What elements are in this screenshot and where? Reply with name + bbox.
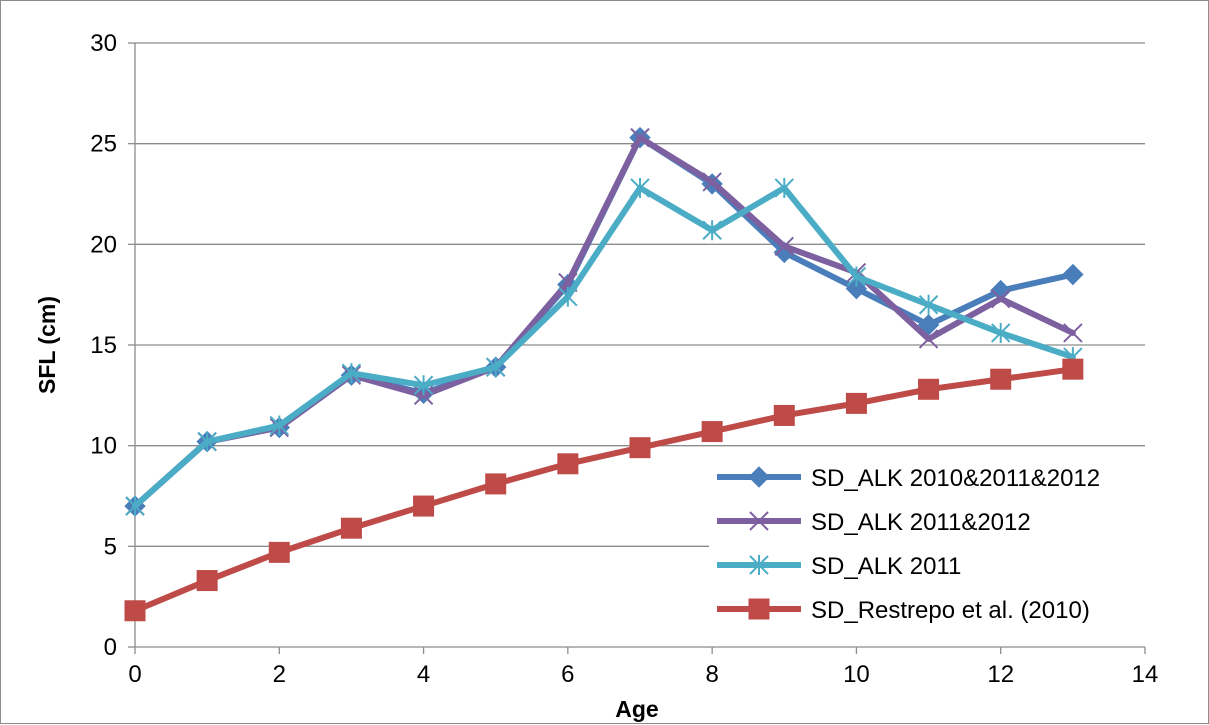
data-point: [629, 437, 651, 459]
x-tick-label: 12: [987, 661, 1014, 688]
legend-entry: SD_ALK 2010&2011&2012: [717, 465, 1100, 492]
legend-entry: SD_ALK 2011: [717, 553, 961, 580]
x-tick-label: 4: [417, 661, 430, 688]
data-point: [702, 220, 722, 241]
data-point: [340, 517, 362, 539]
data-point: [749, 555, 769, 575]
x-tick-label: 14: [1132, 661, 1159, 688]
data-point: [846, 266, 867, 287]
data-point: [918, 329, 939, 349]
data-point: [486, 357, 506, 378]
data-point: [748, 466, 770, 488]
series-3: [125, 177, 1083, 517]
data-point: [917, 314, 940, 336]
y-tick-label: 30: [90, 30, 117, 57]
y-tick-label: 15: [90, 332, 117, 359]
data-point: [749, 511, 769, 531]
y-tick-label: 5: [104, 533, 117, 560]
series-4: [124, 358, 1084, 622]
data-point: [701, 421, 723, 443]
legend-label: SD_ALK 2010&2011&2012: [811, 465, 1100, 492]
data-point: [748, 598, 770, 620]
data-point: [1063, 323, 1083, 343]
y-axis-title: SFL (cm): [34, 296, 60, 394]
data-point: [1062, 358, 1084, 380]
legend-label: SD_ALK 2011: [811, 553, 961, 580]
data-point: [630, 127, 650, 148]
data-point: [991, 322, 1011, 343]
legend-label: SD_Restrepo et al. (2010): [811, 597, 1090, 624]
data-point: [1062, 263, 1084, 286]
marker-stroke: [413, 385, 434, 406]
marker-stroke: [918, 329, 939, 349]
data-point: [197, 431, 217, 452]
legend-entry: SD_Restrepo et al. (2010): [717, 597, 1090, 624]
data-point: [773, 404, 795, 426]
data-point: [558, 286, 578, 307]
x-tick-label: 8: [705, 661, 718, 688]
y-tick-label: 20: [90, 231, 117, 258]
marker-stroke: [558, 272, 578, 293]
data-point: [702, 172, 722, 192]
data-point: [124, 600, 146, 622]
y-tick-label: 0: [104, 634, 117, 661]
series-group: [124, 126, 1084, 622]
series-line: [132, 184, 1076, 510]
x-tick-label: 0: [128, 661, 141, 688]
x-axis-title: Age: [615, 696, 658, 722]
marker-stroke: [702, 172, 722, 192]
data-point: [845, 392, 867, 414]
data-point: [991, 288, 1011, 309]
data-point: [268, 541, 290, 563]
data-point: [990, 368, 1012, 390]
data-point: [341, 363, 362, 384]
data-point: [413, 495, 435, 517]
data-point: [918, 378, 940, 400]
data-point: [630, 177, 650, 198]
x-tick-label: 6: [561, 661, 574, 688]
data-point: [774, 236, 794, 257]
data-point: [774, 177, 794, 198]
data-point: [485, 473, 507, 495]
marker-stroke: [630, 127, 650, 148]
data-point: [845, 277, 868, 300]
marker-stroke: [774, 236, 794, 257]
axes: 0 5 10 15 20 25 30 0 2 4 6 8 10 12 14: [90, 30, 1158, 688]
data-point: [413, 385, 434, 406]
series-line: [132, 366, 1076, 614]
y-tick-label: 25: [90, 131, 117, 158]
data-point: [196, 570, 218, 592]
x-tick-label: 10: [843, 661, 870, 688]
legend-entry: SD_ALK 2011&2012: [717, 509, 1031, 536]
data-point: [918, 294, 939, 315]
legend-label: SD_ALK 2011&2012: [811, 509, 1031, 536]
x-tick-label: 2: [273, 661, 286, 688]
marker-stroke: [749, 511, 769, 531]
marker-stroke: [1063, 323, 1083, 343]
y-tick-label: 10: [90, 433, 117, 460]
data-point: [557, 453, 579, 475]
data-point: [125, 496, 145, 517]
data-point: [413, 375, 434, 396]
marker-stroke: [991, 288, 1011, 309]
data-point: [269, 415, 289, 436]
legend: SD_ALK 2010&2011&2012 SD_ALK 2011&2012 SD_…: [709, 449, 1171, 643]
